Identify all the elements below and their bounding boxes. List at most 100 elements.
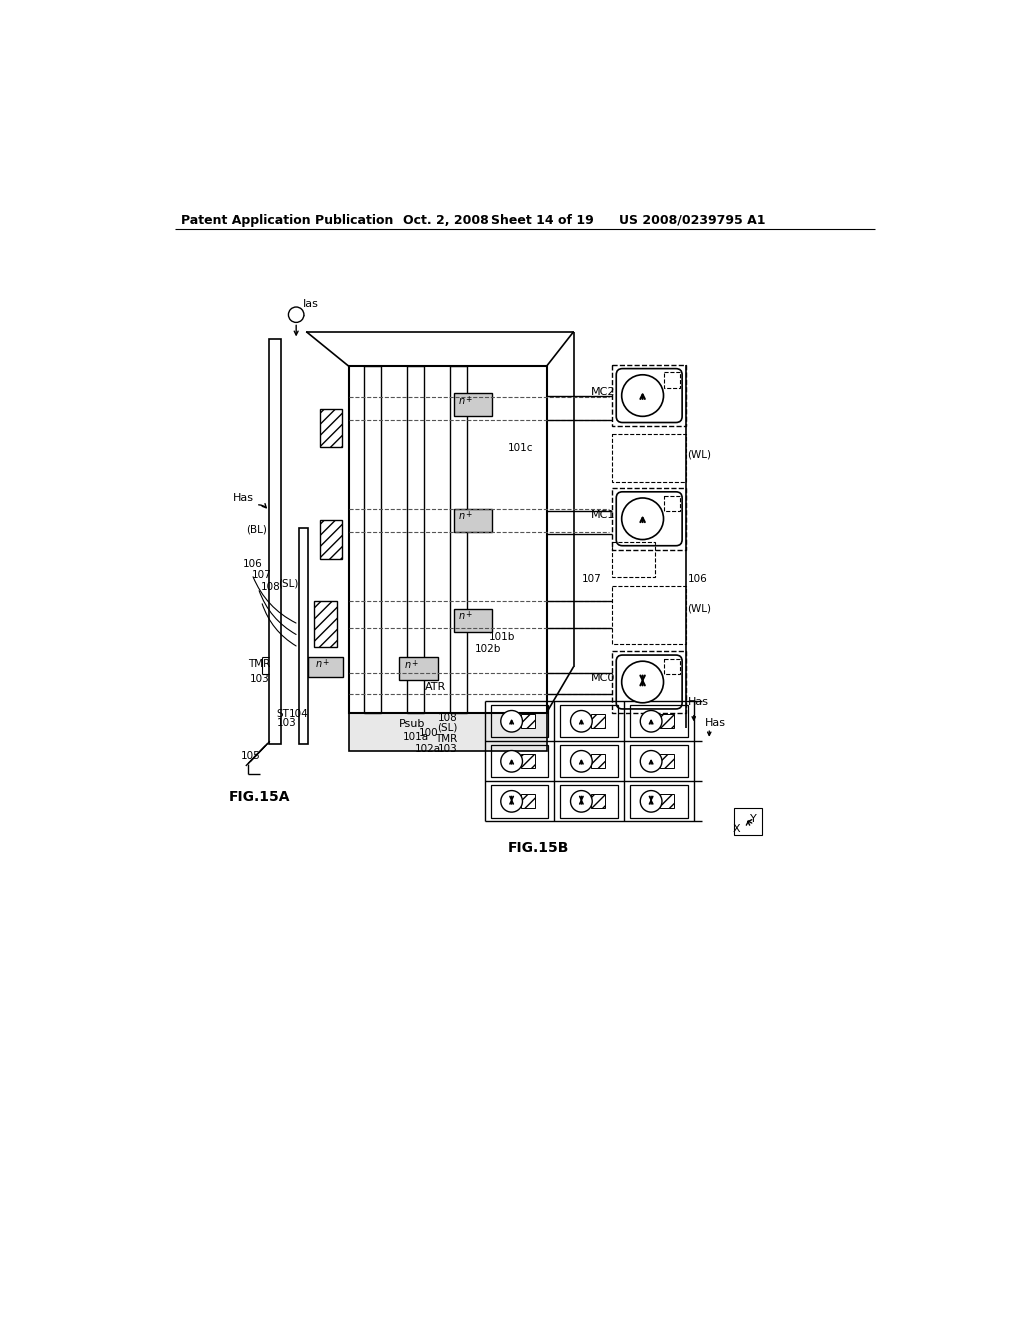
Circle shape	[640, 710, 662, 733]
Text: 102b: 102b	[475, 644, 502, 653]
Text: 105: 105	[241, 751, 260, 762]
Circle shape	[501, 751, 522, 772]
Bar	[321, 520, 342, 558]
Circle shape	[570, 791, 592, 812]
Text: 101b: 101b	[488, 632, 515, 642]
Text: n: n	[404, 660, 411, 669]
Bar	[490, 785, 548, 817]
Text: (BL): (BL)	[247, 524, 267, 535]
Bar	[612, 586, 686, 644]
Text: 102a: 102a	[415, 743, 441, 754]
Bar	[399, 657, 438, 681]
Bar	[450, 367, 467, 713]
Text: 104: 104	[289, 709, 309, 719]
Circle shape	[640, 751, 662, 772]
Text: 101a: 101a	[403, 733, 429, 742]
Text: (WL): (WL)	[687, 603, 712, 614]
Bar	[321, 409, 342, 447]
Bar	[365, 367, 381, 713]
Text: (WL): (WL)	[687, 449, 712, 459]
Text: TMR: TMR	[248, 659, 270, 669]
Bar	[630, 785, 687, 817]
Text: US 2008/0239795 A1: US 2008/0239795 A1	[618, 214, 765, 227]
Circle shape	[570, 751, 592, 772]
Text: MC2: MC2	[591, 387, 615, 397]
Bar	[349, 713, 547, 751]
Text: ATR: ATR	[425, 682, 446, 692]
Circle shape	[622, 661, 664, 702]
Text: 103: 103	[437, 743, 458, 754]
Text: n: n	[459, 611, 465, 622]
Bar	[349, 367, 547, 713]
Circle shape	[622, 498, 664, 540]
Bar	[612, 488, 686, 549]
Text: FIG.15B: FIG.15B	[508, 841, 569, 854]
Text: 108: 108	[261, 582, 281, 591]
Text: 108: 108	[437, 713, 458, 723]
Bar	[560, 705, 617, 738]
Text: Psub: Psub	[399, 719, 426, 729]
Bar	[612, 651, 686, 713]
Text: X: X	[732, 824, 740, 834]
Circle shape	[501, 710, 522, 733]
Text: FIG.15A: FIG.15A	[228, 789, 290, 804]
Text: +: +	[465, 610, 471, 619]
Bar	[521, 714, 535, 729]
FancyBboxPatch shape	[616, 655, 682, 709]
Circle shape	[289, 308, 304, 322]
Bar	[660, 755, 675, 768]
Bar	[665, 372, 680, 388]
FancyBboxPatch shape	[616, 492, 682, 545]
Bar	[591, 714, 604, 729]
Bar	[591, 755, 604, 768]
Bar	[454, 609, 493, 632]
Text: (SL): (SL)	[437, 723, 458, 733]
Text: n: n	[459, 396, 465, 405]
Text: 103: 103	[250, 673, 269, 684]
Bar	[560, 744, 617, 777]
Bar	[314, 601, 337, 647]
Bar	[454, 508, 493, 532]
Circle shape	[501, 791, 522, 812]
Text: ST: ST	[276, 709, 290, 719]
Text: +: +	[465, 395, 471, 404]
Bar	[490, 744, 548, 777]
Text: TMR: TMR	[435, 734, 458, 743]
Bar	[630, 705, 687, 738]
Text: (SL): (SL)	[279, 578, 299, 587]
Text: 106: 106	[687, 574, 708, 585]
Circle shape	[622, 375, 664, 416]
Text: Patent Application Publication: Patent Application Publication	[180, 214, 393, 227]
Text: MC1: MC1	[591, 510, 615, 520]
Text: Has: Has	[232, 494, 254, 503]
Bar	[269, 339, 281, 743]
Bar	[612, 364, 686, 426]
Bar	[734, 808, 762, 836]
Circle shape	[640, 791, 662, 812]
Text: Y: Y	[751, 813, 757, 824]
Bar	[665, 659, 680, 675]
FancyBboxPatch shape	[616, 368, 682, 422]
Bar	[308, 657, 343, 677]
Text: n: n	[315, 659, 322, 669]
Text: 103: 103	[276, 718, 297, 729]
Text: 107: 107	[252, 570, 271, 581]
Bar	[660, 795, 675, 808]
Text: 100: 100	[419, 729, 438, 738]
Text: +: +	[411, 659, 417, 668]
Bar	[612, 434, 686, 482]
Text: n: n	[459, 511, 465, 521]
Bar	[612, 543, 655, 577]
Text: 101c: 101c	[508, 444, 534, 453]
Text: Has: Has	[688, 697, 710, 708]
Text: Ias: Ias	[302, 298, 318, 309]
Text: 106: 106	[243, 558, 262, 569]
Bar	[407, 367, 424, 713]
Text: +: +	[322, 659, 328, 667]
Text: +: +	[465, 511, 471, 519]
Bar	[454, 393, 493, 416]
Bar	[591, 795, 604, 808]
Bar	[560, 785, 617, 817]
Text: Oct. 2, 2008: Oct. 2, 2008	[403, 214, 488, 227]
Text: Has: Has	[706, 718, 726, 729]
